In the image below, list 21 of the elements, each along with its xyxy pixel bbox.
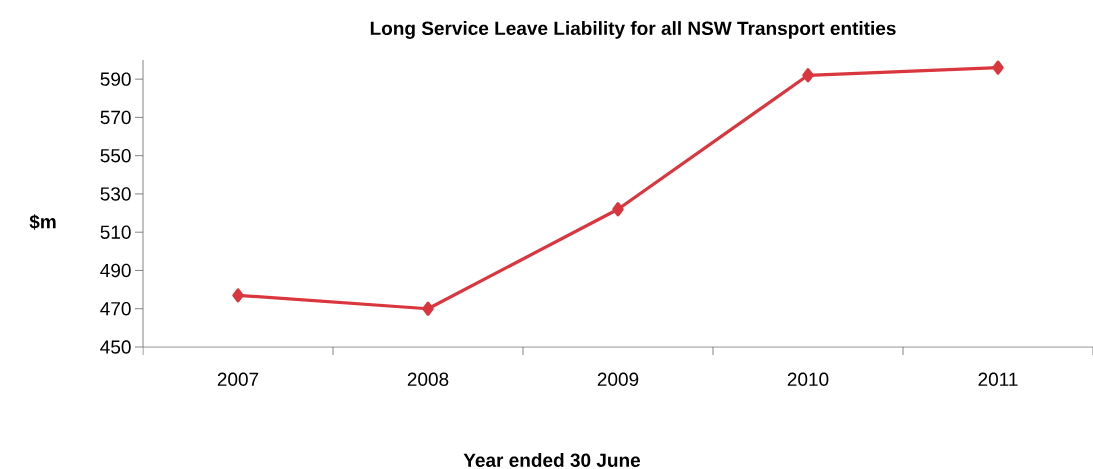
x-tick-label: 2007	[217, 372, 259, 386]
y-tick-label: 470	[100, 302, 131, 316]
x-tick-label: 2009	[597, 372, 639, 386]
point	[612, 202, 624, 217]
y-tick-label: 510	[100, 225, 131, 239]
y-tick-label: 570	[100, 110, 131, 125]
y-tick-label: 490	[100, 263, 131, 278]
point	[422, 301, 434, 316]
y-axis-title: $m	[29, 214, 56, 230]
y-tick-label: 590	[100, 72, 131, 86]
x-tick-label: 2011	[978, 372, 1018, 386]
x-tick-label: 2008	[407, 372, 449, 386]
chart-title: Long Service Leave Liability for all NSW Transport entities	[370, 21, 896, 39]
point	[232, 288, 244, 303]
y-tick-label: 550	[100, 148, 131, 163]
y-tick-label: 450	[100, 340, 131, 354]
y-tick-label: 530	[100, 187, 131, 201]
point	[802, 68, 814, 83]
point	[992, 60, 1004, 75]
x-axis-title: Year ended 30 June	[463, 453, 641, 467]
x-tick-label: 2010	[787, 372, 829, 386]
